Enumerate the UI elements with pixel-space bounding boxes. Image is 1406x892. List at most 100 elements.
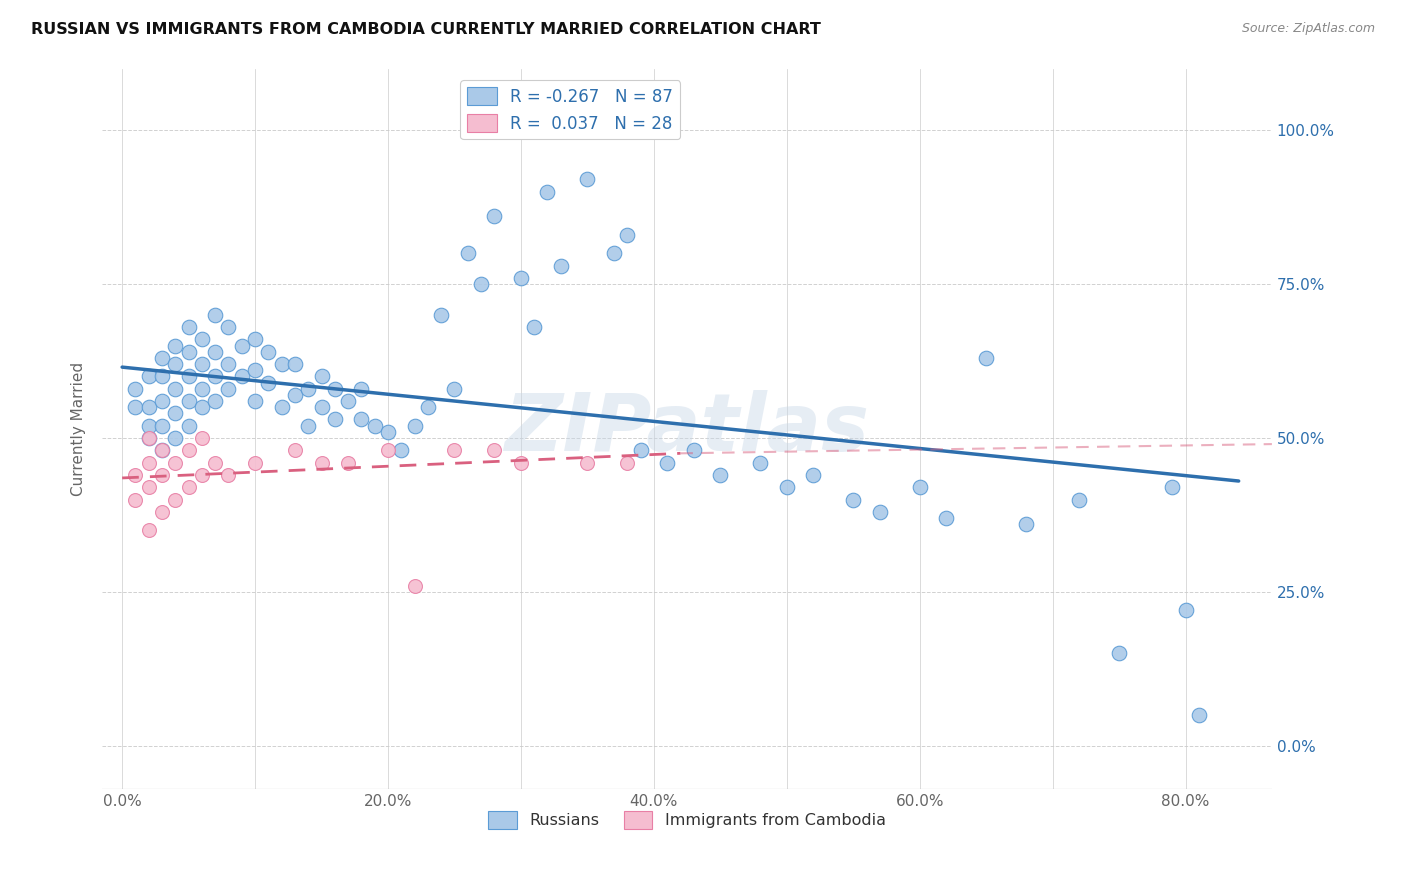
Point xyxy=(935,511,957,525)
Point xyxy=(270,400,292,414)
Point xyxy=(270,357,292,371)
Point xyxy=(284,388,307,402)
Point xyxy=(165,406,187,420)
Point xyxy=(350,412,373,426)
Point xyxy=(165,431,187,445)
Point xyxy=(457,246,479,260)
Point xyxy=(124,467,146,482)
Point xyxy=(284,357,307,371)
Point xyxy=(191,431,214,445)
Point xyxy=(377,443,399,458)
Point xyxy=(523,320,546,334)
Point xyxy=(165,492,187,507)
Point xyxy=(576,172,599,186)
Point xyxy=(150,467,173,482)
Point xyxy=(204,344,226,359)
Point xyxy=(138,400,160,414)
Point xyxy=(124,400,146,414)
Point xyxy=(231,338,253,352)
Point xyxy=(1188,708,1211,723)
Point xyxy=(177,418,200,433)
Point xyxy=(165,456,187,470)
Point xyxy=(177,344,200,359)
Point xyxy=(138,456,160,470)
Text: RUSSIAN VS IMMIGRANTS FROM CAMBODIA CURRENTLY MARRIED CORRELATION CHART: RUSSIAN VS IMMIGRANTS FROM CAMBODIA CURR… xyxy=(31,22,821,37)
Point xyxy=(311,400,333,414)
Point xyxy=(908,480,931,494)
Point xyxy=(311,369,333,384)
Point xyxy=(138,431,160,445)
Point xyxy=(323,382,346,396)
Point xyxy=(1015,517,1038,532)
Point xyxy=(430,308,453,322)
Point xyxy=(550,259,572,273)
Point xyxy=(363,418,385,433)
Point xyxy=(218,382,240,396)
Point xyxy=(150,443,173,458)
Point xyxy=(974,351,997,365)
Point xyxy=(297,418,319,433)
Point xyxy=(243,456,266,470)
Point xyxy=(404,579,426,593)
Point xyxy=(337,456,360,470)
Point xyxy=(1108,647,1130,661)
Point xyxy=(138,418,160,433)
Point xyxy=(842,492,865,507)
Point xyxy=(191,400,214,414)
Point xyxy=(150,351,173,365)
Point xyxy=(257,344,280,359)
Point xyxy=(443,443,465,458)
Point xyxy=(509,456,531,470)
Point xyxy=(243,394,266,409)
Point xyxy=(165,357,187,371)
Point xyxy=(509,270,531,285)
Point xyxy=(218,467,240,482)
Point xyxy=(124,382,146,396)
Point xyxy=(243,363,266,377)
Point xyxy=(124,492,146,507)
Point xyxy=(1161,480,1184,494)
Point xyxy=(284,443,307,458)
Point xyxy=(323,412,346,426)
Point xyxy=(484,209,506,223)
Point xyxy=(191,467,214,482)
Point xyxy=(177,369,200,384)
Point xyxy=(165,382,187,396)
Point xyxy=(138,369,160,384)
Point xyxy=(311,456,333,470)
Point xyxy=(616,227,638,242)
Text: Source: ZipAtlas.com: Source: ZipAtlas.com xyxy=(1241,22,1375,36)
Point xyxy=(630,443,652,458)
Point xyxy=(443,382,465,396)
Point xyxy=(1069,492,1091,507)
Point xyxy=(150,394,173,409)
Point xyxy=(350,382,373,396)
Point xyxy=(377,425,399,439)
Point xyxy=(337,394,360,409)
Legend: Russians, Immigrants from Cambodia: Russians, Immigrants from Cambodia xyxy=(482,805,893,835)
Point xyxy=(655,456,678,470)
Point xyxy=(150,505,173,519)
Point xyxy=(204,394,226,409)
Point xyxy=(749,456,772,470)
Point xyxy=(257,376,280,390)
Point xyxy=(204,308,226,322)
Point xyxy=(177,320,200,334)
Point xyxy=(484,443,506,458)
Point xyxy=(218,320,240,334)
Point xyxy=(191,382,214,396)
Point xyxy=(191,357,214,371)
Point xyxy=(709,467,731,482)
Point xyxy=(243,333,266,347)
Point xyxy=(603,246,626,260)
Point xyxy=(801,467,824,482)
Point xyxy=(204,369,226,384)
Text: ZIPatlas: ZIPatlas xyxy=(505,390,869,467)
Point xyxy=(470,277,492,291)
Point xyxy=(138,523,160,537)
Point xyxy=(297,382,319,396)
Point xyxy=(576,456,599,470)
Point xyxy=(404,418,426,433)
Point xyxy=(204,456,226,470)
Point xyxy=(177,394,200,409)
